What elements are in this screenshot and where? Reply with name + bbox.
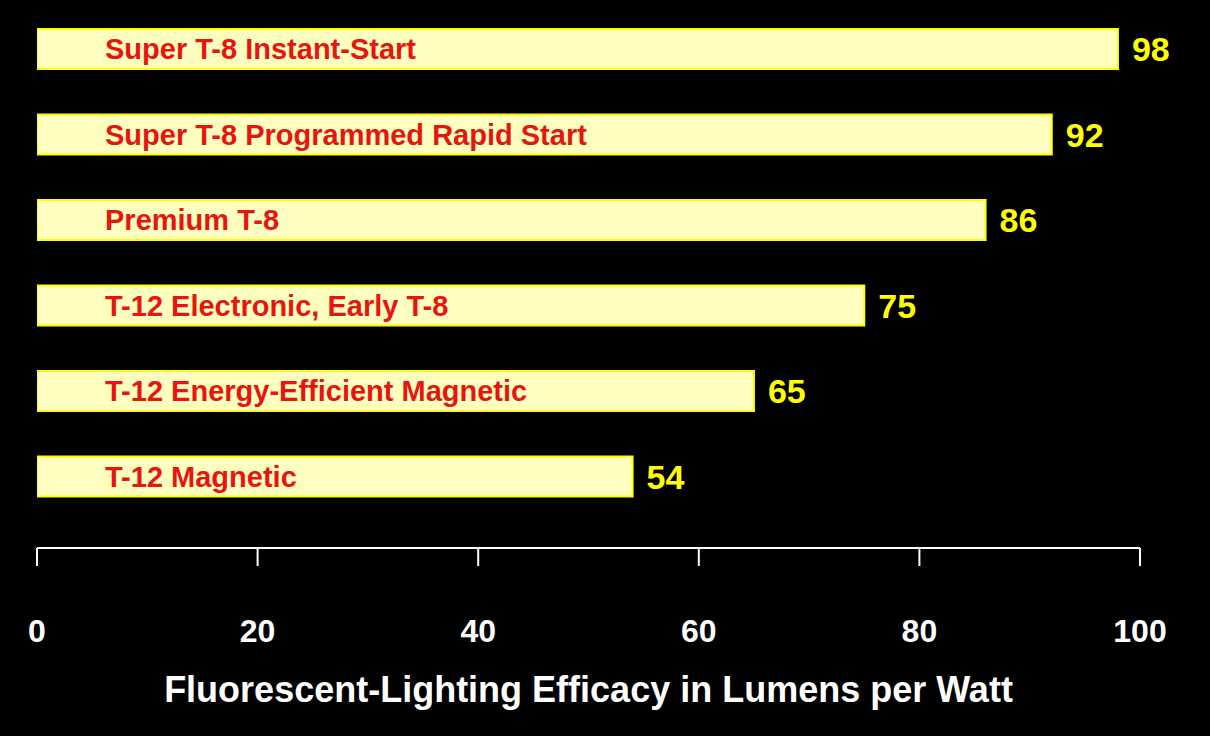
svg-text:Super T-8 Programmed Rapid Sta: Super T-8 Programmed Rapid Start bbox=[105, 119, 587, 151]
svg-text:Premium T-8: Premium T-8 bbox=[105, 204, 279, 236]
svg-text:86: 86 bbox=[1000, 201, 1038, 239]
svg-text:54: 54 bbox=[647, 458, 685, 496]
svg-text:60: 60 bbox=[681, 613, 717, 649]
svg-text:100: 100 bbox=[1113, 613, 1166, 649]
svg-text:92: 92 bbox=[1066, 116, 1104, 154]
svg-text:75: 75 bbox=[878, 287, 916, 325]
svg-text:65: 65 bbox=[768, 372, 806, 410]
svg-text:T-12 Electronic, Early T-8: T-12 Electronic, Early T-8 bbox=[105, 290, 448, 322]
svg-text:40: 40 bbox=[460, 613, 496, 649]
svg-text:20: 20 bbox=[240, 613, 276, 649]
svg-text:T-12 Energy-Efficient Magnetic: T-12 Energy-Efficient Magnetic bbox=[105, 375, 527, 407]
svg-text:0: 0 bbox=[28, 613, 46, 649]
svg-text:98: 98 bbox=[1132, 30, 1170, 68]
svg-text:80: 80 bbox=[902, 613, 938, 649]
svg-text:T-12 Magnetic: T-12 Magnetic bbox=[105, 461, 297, 493]
svg-text:Fluorescent-Lighting Efficacy: Fluorescent-Lighting Efficacy in Lumens … bbox=[164, 669, 1013, 710]
svg-text:Super T-8 Instant-Start: Super T-8 Instant-Start bbox=[105, 33, 416, 65]
